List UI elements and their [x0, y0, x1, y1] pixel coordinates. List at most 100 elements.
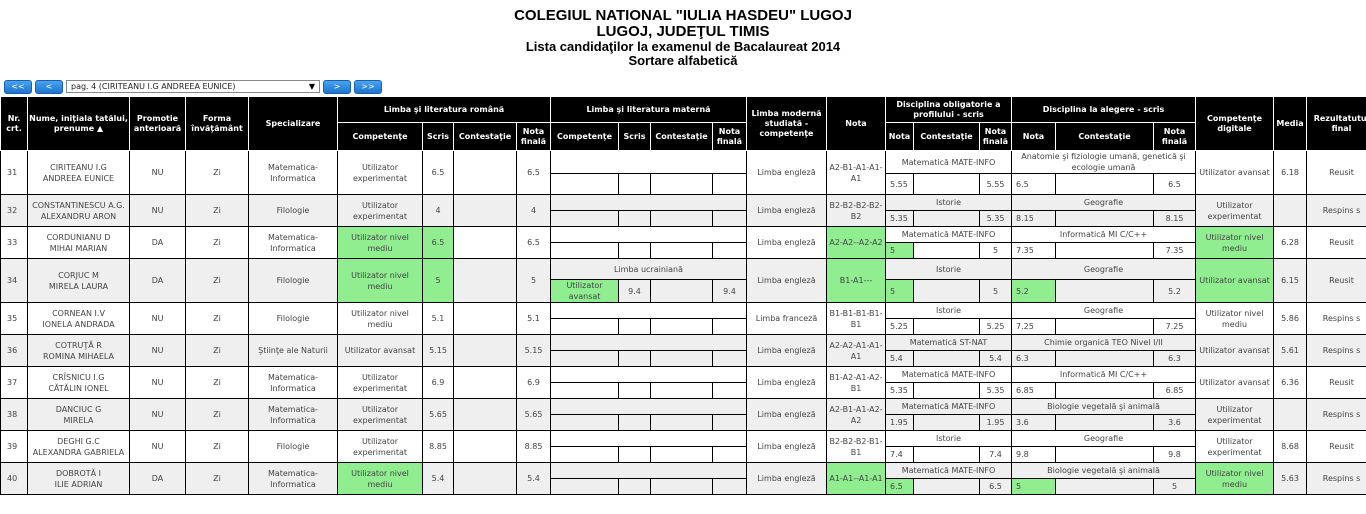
- cell-aleg-subject: Biologie vegetală şi animală: [1010, 462, 1197, 479]
- cell-aleg-nota: 7.25: [1011, 318, 1056, 335]
- cell-aleg-final: 3.6: [1152, 414, 1197, 431]
- cell-forma: Zi: [185, 462, 249, 495]
- cell-nota-lm: B1-A1---: [826, 258, 886, 303]
- cell-oblig-contest: [913, 414, 980, 431]
- table-row: 1.95 1.95 3.6 3.6: [1, 414, 1366, 431]
- cell-llr-final: 6.9: [516, 366, 551, 399]
- cell-comp-dig: Utilizator experimentat: [1195, 398, 1275, 431]
- surname-initial: CRÎSNICU I.G: [52, 372, 105, 382]
- cell-aleg-final: 5.2: [1152, 279, 1197, 303]
- cell-nr: 36: [0, 334, 28, 367]
- cell-name: CORDUNIANU D MIHAI MARIAN: [27, 226, 130, 259]
- cell-rezultat: Reusit: [1306, 226, 1366, 259]
- first-name: ROMINA MIHAELA: [42, 351, 115, 361]
- cell-name: CONSTANTINESCU A.G. ALEXANDRU ARON: [27, 194, 130, 227]
- cell-comp-dig: Utilizator experimentat: [1195, 430, 1275, 463]
- table-row: 34 CORJUC M MIRELA LAURA DA Zi Filologie Utili…: [0, 258, 1366, 303]
- cell-nr: 31: [0, 150, 28, 195]
- cell-nr: 34: [0, 258, 28, 303]
- cell-comp-dig: Utilizator nivel mediu: [1195, 462, 1275, 495]
- col-lm-contest: Contestaţie: [650, 122, 713, 151]
- cell-lm-contest: [650, 173, 713, 195]
- cell-forma: Zi: [185, 398, 249, 431]
- cell-aleg-nota: 6.5: [1011, 173, 1056, 195]
- cell-lm-scris: [618, 382, 651, 399]
- cell-lm-scris: 9.4: [618, 279, 651, 303]
- cell-oblig-subject: Matematică MATE-INFO: [885, 226, 1012, 243]
- cell-oblig-nota: 6.5: [885, 478, 914, 495]
- cell-llr-final: 6.5: [516, 226, 551, 259]
- col-nota-lm: Nota: [826, 96, 886, 151]
- cell-lm-comp: [550, 478, 619, 495]
- col-oblig-nota: Nota: [885, 122, 914, 151]
- cell-llr-scris: 8.85: [422, 430, 454, 463]
- cell-lm-final: [712, 210, 747, 227]
- cell-promotie: DA: [129, 462, 186, 495]
- col-oblig-contest: Contestaţie: [913, 122, 980, 151]
- cell-oblig-subject: Istorie: [885, 302, 1012, 319]
- col-lm-scris: Scris: [618, 122, 651, 151]
- col-spec: Specializare: [248, 96, 338, 151]
- surname-initial: CORNEAN I.V: [52, 308, 105, 318]
- prev-page-button[interactable]: <: [35, 79, 63, 94]
- cell-lm-comp: [550, 242, 619, 259]
- table-row: 32 CONSTANTINESCU A.G. ALEXANDRU ARON NU Zi F…: [0, 194, 1366, 227]
- cell-forma: Zi: [185, 150, 249, 195]
- first-name: CĂTĂLIN IONEL: [48, 383, 109, 393]
- cell-comp-dig: Utilizator experimentat: [1195, 194, 1275, 227]
- cell-rezultat: Respins s: [1306, 194, 1366, 227]
- cell-oblig-nota: 1.95: [885, 414, 914, 431]
- cell-name: DOBROTĂ I ILIE ADRIAN: [27, 462, 130, 495]
- next-page-button[interactable]: >: [323, 79, 351, 94]
- cell-media: 6.28: [1273, 226, 1308, 259]
- cell-oblig-contest: [913, 382, 980, 399]
- cell-promotie: NU: [129, 366, 186, 399]
- page-select[interactable]: pag. 4 (CIRITEANU I.G ANDREEA EUNICE) ▼: [66, 80, 320, 93]
- cell-rezultat: Reusit: [1306, 430, 1366, 463]
- cell-aleg-nota: 6.85: [1011, 382, 1056, 399]
- cell-limba-moderna: Limba engleză: [746, 430, 827, 463]
- cell-oblig-contest: [913, 242, 980, 259]
- cell-oblig-final: 5.35: [979, 382, 1012, 399]
- cell-lm-subject: [550, 398, 747, 415]
- cell-lm-subject: [550, 462, 747, 479]
- table-body: 31 CIRITEANU I.G ANDREEA EUNICE NU Zi Matemat…: [0, 150, 1366, 495]
- cell-llr-final: 5: [516, 258, 551, 303]
- cell-forma: Zi: [185, 302, 249, 335]
- col-name[interactable]: Nume, iniţiala tatălui, prenume ▲: [27, 96, 130, 151]
- page-header: COLEGIUL NATIONAL "IULIA HASDEU" LUGOJ L…: [0, 8, 1366, 68]
- cell-forma: Zi: [185, 334, 249, 367]
- cell-llr-final: 8.85: [516, 430, 551, 463]
- col-group-oblig: Disciplina obligatorie a profilului - sc…: [885, 96, 1012, 123]
- cell-spec: Filologie: [248, 302, 338, 335]
- cell-lm-contest: [650, 279, 713, 303]
- cell-lm-final: [712, 173, 747, 195]
- cell-llr-final: 6.5: [516, 150, 551, 195]
- cell-oblig-nota: 7.4: [885, 446, 914, 463]
- cell-llr-scris: 5.65: [422, 398, 454, 431]
- cell-lm-final: [712, 350, 747, 367]
- first-page-button[interactable]: <<: [4, 79, 32, 94]
- cell-aleg-nota: 7.35: [1011, 242, 1056, 259]
- col-comp-dig: Competenţe digitale: [1195, 96, 1275, 151]
- cell-promotie: NU: [129, 430, 186, 463]
- cell-media: 6.18: [1273, 150, 1308, 195]
- cell-llr-comp: Utilizator nivel mediu: [337, 258, 423, 303]
- col-aleg-nota: Nota: [1011, 122, 1056, 151]
- cell-llr-comp: Utilizator experimentat: [337, 366, 423, 399]
- cell-nota-lm: A2-B1-A1-A2-A2: [826, 398, 886, 431]
- col-aleg-contest: Contestaţie: [1055, 122, 1154, 151]
- col-lm-final: Nota finală: [712, 122, 747, 151]
- cell-aleg-contest: [1055, 210, 1154, 227]
- last-page-button[interactable]: >>: [354, 79, 382, 94]
- cell-comp-dig: Utilizator avansat: [1195, 258, 1275, 303]
- cell-lm-scris: [618, 173, 651, 195]
- cell-lm-subject: [550, 334, 747, 351]
- table-row: 5.35 5.35 8.15 8.15: [1, 210, 1366, 227]
- cell-lm-scris: [618, 478, 651, 495]
- school-name: COLEGIUL NATIONAL "IULIA HASDEU" LUGOJ: [514, 7, 852, 24]
- cell-name: COTRUŢĂ R ROMINA MIHAELA: [27, 334, 130, 367]
- cell-aleg-nota: 6.3: [1011, 350, 1056, 367]
- cell-lm-final: [712, 242, 747, 259]
- col-media: Media: [1273, 96, 1308, 151]
